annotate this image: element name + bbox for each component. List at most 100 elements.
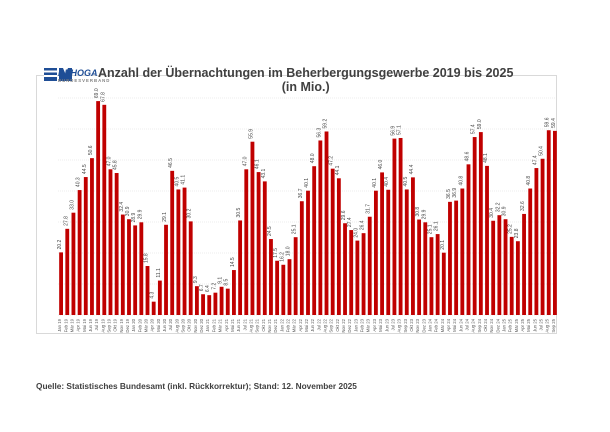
svg-text:6.4: 6.4 bbox=[205, 285, 211, 292]
svg-text:36.7: 36.7 bbox=[298, 188, 304, 198]
svg-text:4.3: 4.3 bbox=[150, 292, 156, 299]
svg-text:Jan 20: Jan 20 bbox=[131, 318, 136, 332]
svg-text:Dez 20: Dez 20 bbox=[199, 318, 204, 332]
svg-text:Jan 25: Jan 25 bbox=[502, 318, 507, 332]
svg-text:Feb 20: Feb 20 bbox=[137, 318, 142, 332]
svg-text:Mär 21: Mär 21 bbox=[218, 318, 223, 332]
svg-text:Feb 21: Feb 21 bbox=[211, 318, 216, 332]
svg-text:7.2: 7.2 bbox=[211, 283, 217, 290]
svg-text:57.4: 57.4 bbox=[471, 124, 477, 134]
svg-text:25.2: 25.2 bbox=[508, 224, 514, 234]
svg-text:14.5: 14.5 bbox=[230, 257, 236, 267]
svg-text:44.4: 44.4 bbox=[409, 164, 415, 174]
svg-text:Jul 23: Jul 23 bbox=[390, 318, 395, 330]
svg-text:Mai 25: Mai 25 bbox=[526, 318, 531, 332]
svg-text:Jun 21: Jun 21 bbox=[236, 318, 241, 332]
svg-text:28.9: 28.9 bbox=[131, 212, 137, 222]
svg-text:Jan 23: Jan 23 bbox=[353, 318, 358, 332]
svg-text:47.0: 47.0 bbox=[106, 156, 112, 166]
svg-text:29.1: 29.1 bbox=[162, 212, 168, 222]
svg-text:20.2: 20.2 bbox=[57, 239, 63, 249]
svg-text:9.1: 9.1 bbox=[218, 277, 224, 284]
svg-text:Sep 25: Sep 25 bbox=[551, 318, 556, 332]
svg-text:48.0: 48.0 bbox=[310, 153, 316, 163]
svg-text:Apr 22: Apr 22 bbox=[298, 318, 303, 331]
svg-text:48.1: 48.1 bbox=[483, 153, 489, 163]
svg-text:Jan 21: Jan 21 bbox=[205, 318, 210, 332]
svg-text:Nov 22: Nov 22 bbox=[341, 318, 346, 332]
svg-text:16.2: 16.2 bbox=[279, 252, 285, 262]
svg-text:Aug 24: Aug 24 bbox=[471, 318, 476, 332]
svg-text:55.9: 55.9 bbox=[248, 129, 254, 139]
svg-text:43.1: 43.1 bbox=[261, 168, 267, 178]
svg-text:Nov 21: Nov 21 bbox=[267, 318, 272, 332]
svg-text:Sep 22: Sep 22 bbox=[329, 318, 334, 332]
svg-text:26.1: 26.1 bbox=[434, 221, 440, 231]
svg-text:44.1: 44.1 bbox=[335, 165, 341, 175]
svg-text:30.2: 30.2 bbox=[187, 208, 193, 218]
svg-text:11.1: 11.1 bbox=[156, 268, 162, 278]
svg-text:Nov 23: Nov 23 bbox=[415, 318, 420, 332]
svg-text:Feb 23: Feb 23 bbox=[360, 318, 365, 332]
svg-text:29.9: 29.9 bbox=[137, 209, 143, 219]
svg-text:Mär 22: Mär 22 bbox=[292, 318, 297, 332]
svg-text:Apr 24: Apr 24 bbox=[446, 318, 451, 331]
svg-text:48.6: 48.6 bbox=[464, 151, 470, 161]
svg-text:Mai 22: Mai 22 bbox=[304, 318, 309, 332]
svg-text:46.0: 46.0 bbox=[378, 159, 384, 169]
svg-text:Mai 19: Mai 19 bbox=[82, 318, 87, 332]
svg-text:Apr 23: Apr 23 bbox=[372, 318, 377, 331]
svg-text:Sep 21: Sep 21 bbox=[255, 318, 260, 332]
svg-text:Okt 19: Okt 19 bbox=[113, 318, 118, 331]
svg-text:8.5: 8.5 bbox=[224, 278, 230, 285]
svg-text:Jul 22: Jul 22 bbox=[316, 318, 321, 330]
svg-text:40.1: 40.1 bbox=[304, 178, 310, 188]
svg-text:30.9: 30.9 bbox=[502, 206, 508, 216]
svg-text:27.4: 27.4 bbox=[347, 217, 353, 227]
svg-text:40.5: 40.5 bbox=[403, 176, 409, 186]
svg-text:Feb 19: Feb 19 bbox=[63, 318, 68, 332]
svg-text:Aug 20: Aug 20 bbox=[174, 318, 179, 332]
svg-text:40.5: 40.5 bbox=[174, 176, 180, 186]
svg-text:6.7: 6.7 bbox=[199, 284, 205, 291]
svg-text:Mai 23: Mai 23 bbox=[378, 318, 383, 332]
svg-text:57.1: 57.1 bbox=[397, 125, 403, 135]
svg-text:45.8: 45.8 bbox=[113, 160, 119, 170]
svg-text:Mär 25: Mär 25 bbox=[514, 318, 519, 332]
svg-text:17.5: 17.5 bbox=[273, 248, 279, 258]
svg-text:Jan 22: Jan 22 bbox=[279, 318, 284, 332]
svg-text:Aug 23: Aug 23 bbox=[397, 318, 402, 332]
svg-text:Dez 23: Dez 23 bbox=[421, 318, 426, 332]
svg-text:Okt 23: Okt 23 bbox=[409, 318, 414, 331]
svg-text:Dez 19: Dez 19 bbox=[125, 318, 130, 332]
svg-text:32.6: 32.6 bbox=[520, 201, 526, 211]
svg-text:Mai 20: Mai 20 bbox=[156, 318, 161, 332]
svg-text:Mai 21: Mai 21 bbox=[230, 318, 235, 332]
svg-text:47.0: 47.0 bbox=[242, 156, 248, 166]
svg-text:27.8: 27.8 bbox=[63, 216, 69, 226]
svg-text:Mär 24: Mär 24 bbox=[440, 318, 445, 332]
svg-text:30.8: 30.8 bbox=[415, 207, 421, 217]
svg-text:40.1: 40.1 bbox=[372, 178, 378, 188]
svg-text:Jan 24: Jan 24 bbox=[427, 318, 432, 332]
svg-text:44.5: 44.5 bbox=[82, 164, 88, 174]
svg-text:24.0: 24.0 bbox=[353, 228, 359, 238]
svg-text:Apr 19: Apr 19 bbox=[76, 318, 81, 331]
svg-text:Mai 24: Mai 24 bbox=[452, 318, 457, 332]
svg-text:Jun 23: Jun 23 bbox=[384, 318, 389, 332]
svg-text:Okt 20: Okt 20 bbox=[187, 318, 192, 331]
svg-text:Dez 24: Dez 24 bbox=[495, 318, 500, 332]
svg-text:24.5: 24.5 bbox=[267, 226, 273, 236]
svg-text:Nov 19: Nov 19 bbox=[119, 318, 124, 332]
svg-text:50.6: 50.6 bbox=[88, 145, 94, 155]
svg-text:Sep 19: Sep 19 bbox=[106, 318, 111, 332]
svg-text:Jul 19: Jul 19 bbox=[94, 318, 99, 330]
svg-text:47.4: 47.4 bbox=[532, 155, 538, 165]
svg-text:69.0: 69.0 bbox=[94, 88, 100, 98]
svg-text:26.4: 26.4 bbox=[360, 220, 366, 230]
svg-text:59.6: 59.6 bbox=[545, 117, 551, 127]
svg-text:Sep 20: Sep 20 bbox=[181, 318, 186, 332]
svg-text:41.1: 41.1 bbox=[181, 175, 187, 185]
svg-text:Sep 24: Sep 24 bbox=[477, 318, 482, 332]
svg-text:Aug 25: Aug 25 bbox=[545, 318, 550, 332]
